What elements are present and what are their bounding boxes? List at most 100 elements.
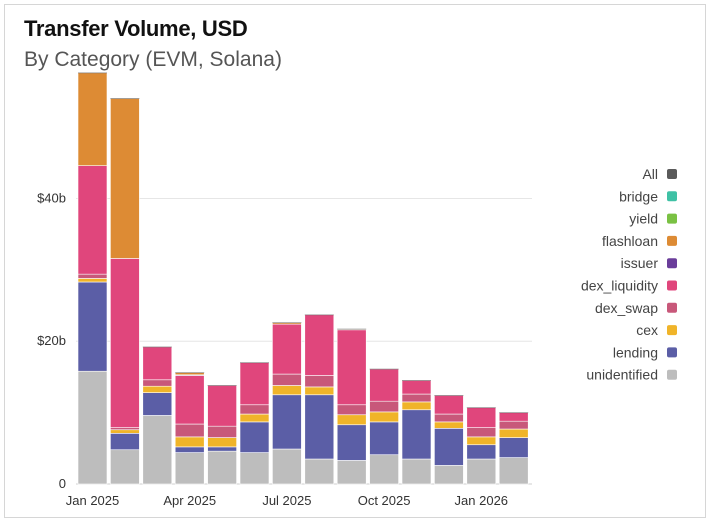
bar-segment-unidentified[interactable] <box>466 458 497 485</box>
bar-segment-dex-swap[interactable] <box>239 404 270 415</box>
legend-label: dex_liquidity <box>581 278 658 294</box>
bar-segment-lending[interactable] <box>434 428 464 466</box>
bar-segment-cex[interactable] <box>434 421 464 429</box>
bar-segment-cex[interactable] <box>272 385 302 396</box>
legend-label: flashloan <box>602 233 658 249</box>
legend-label: yield <box>629 211 658 227</box>
legend-item-All[interactable]: All <box>642 166 677 182</box>
bar-segment-dex-swap[interactable] <box>110 427 140 431</box>
bar-segment-dex-swap[interactable] <box>401 393 432 403</box>
bar-segment-dex-liquidity[interactable] <box>498 412 529 422</box>
bar-segment-dex-liquidity[interactable] <box>239 362 270 406</box>
bar-segment-unidentified[interactable] <box>401 458 432 485</box>
bar-segment-dex-liquidity[interactable] <box>466 407 497 428</box>
bar-segment-dex-liquidity[interactable] <box>401 380 432 395</box>
bar-segment-unidentified[interactable] <box>369 454 399 485</box>
legend-swatch <box>667 213 677 224</box>
bar-segment-dex-liquidity[interactable] <box>207 385 237 427</box>
bar-segment-lending[interactable] <box>77 281 108 372</box>
bar-segment-cex[interactable] <box>401 401 432 411</box>
bar-segment-unidentified[interactable] <box>498 457 529 485</box>
bar-segment-dex-swap[interactable] <box>142 379 173 387</box>
legend-swatch <box>667 325 677 336</box>
bar-segment-unidentified[interactable] <box>207 450 237 485</box>
bar-segment-lending[interactable] <box>142 392 173 416</box>
bar-segment-lending[interactable] <box>110 433 140 451</box>
bar-segment-unidentified[interactable] <box>336 460 367 485</box>
bar-segment-dex-swap[interactable] <box>434 413 464 423</box>
bar-segment-cex[interactable] <box>174 436 205 448</box>
bar-segment-dex-swap[interactable] <box>304 375 335 388</box>
x-tick-label: Jan 2026 <box>455 493 509 508</box>
bar-segment-unidentified[interactable] <box>174 452 205 485</box>
bar-segment-dex-liquidity[interactable] <box>77 165 108 275</box>
legend-swatch <box>667 302 677 313</box>
bar-segment-dex-swap[interactable] <box>207 425 237 438</box>
bar-segment-dex-liquidity[interactable] <box>272 323 302 375</box>
bar-segment-dex-liquidity[interactable] <box>304 314 335 376</box>
legend-item-flashloan[interactable]: flashloan <box>602 233 677 249</box>
bar-segment-cex[interactable] <box>336 414 367 426</box>
bar-segment-dex-swap[interactable] <box>466 427 497 438</box>
legend-label: bridge <box>619 188 658 204</box>
bar-segment-dex-liquidity[interactable] <box>142 346 173 381</box>
bar-segment-dex-swap[interactable] <box>272 373 302 386</box>
bar-segment-flashloan[interactable] <box>174 372 205 376</box>
bar-segment-cex[interactable] <box>239 413 270 423</box>
bar-segment-lending[interactable] <box>369 421 399 456</box>
bar-segment-dex-swap[interactable] <box>336 404 367 416</box>
bar-segment-flashloan[interactable] <box>272 322 302 325</box>
bar-segment-unidentified[interactable] <box>304 458 335 485</box>
bar-segment-unidentified[interactable] <box>239 452 270 485</box>
bar-segment-lending[interactable] <box>272 394 302 450</box>
legend-item-dex-swap[interactable]: dex_swap <box>595 300 677 316</box>
bar-segment-lending[interactable] <box>207 446 237 452</box>
bar-segment-lending[interactable] <box>498 437 529 458</box>
bar-segment-dex-liquidity[interactable] <box>336 329 367 406</box>
bar-segment-cex[interactable] <box>498 428 529 438</box>
chart-title: Transfer Volume, USD <box>24 16 248 41</box>
bar-segment-dex-swap[interactable] <box>369 400 399 413</box>
bar-segment-lending[interactable] <box>466 444 497 460</box>
legend-item-bridge[interactable]: bridge <box>619 188 677 204</box>
y-tick-label: $20b <box>37 333 66 348</box>
bar-segment-dex-liquidity[interactable] <box>174 375 205 425</box>
legend-item-unidentified[interactable]: unidentified <box>586 367 677 383</box>
bar-segment-dex-swap[interactable] <box>498 420 529 430</box>
bar-segment-cex[interactable] <box>466 436 497 446</box>
legend-label: cex <box>636 322 658 338</box>
bar-segment-cex[interactable] <box>207 437 237 448</box>
bar-segment-unidentified[interactable] <box>272 448 302 485</box>
bar-segment-cex[interactable] <box>77 278 108 283</box>
bar-segment-unidentified[interactable] <box>142 415 173 485</box>
bar-segment-lending[interactable] <box>401 409 432 460</box>
bar-segment-flashloan[interactable] <box>110 98 140 259</box>
legend-item-dex-liquidity[interactable]: dex_liquidity <box>581 278 677 294</box>
bar-segment-dex-liquidity[interactable] <box>110 258 140 428</box>
bar-segment-unidentified[interactable] <box>110 449 140 485</box>
bar-segment-flashloan[interactable] <box>77 72 108 166</box>
bar-segment-cex[interactable] <box>142 385 173 393</box>
legend-item-cex[interactable]: cex <box>636 322 677 338</box>
y-tick-label: 0 <box>59 476 66 491</box>
legend-item-yield[interactable]: yield <box>629 211 677 227</box>
bar-segment-unidentified[interactable] <box>77 370 108 485</box>
bar-segment-dex-swap[interactable] <box>174 423 205 438</box>
legend-item-issuer[interactable]: issuer <box>621 255 677 271</box>
bar-segment-flashloan[interactable] <box>336 328 367 331</box>
bar-segment-lending[interactable] <box>336 424 367 461</box>
bar-segment-dex-liquidity[interactable] <box>369 368 399 402</box>
bar-segment-dex-swap[interactable] <box>77 273 108 279</box>
bar-segment-lending[interactable] <box>239 421 270 453</box>
legend-swatch <box>667 191 677 202</box>
legend-label: All <box>642 166 658 182</box>
bar-segment-cex[interactable] <box>369 411 399 423</box>
bar-segment-unidentified[interactable] <box>434 465 464 485</box>
legend-item-lending[interactable]: lending <box>613 344 677 360</box>
bar-segment-dex-liquidity[interactable] <box>434 395 464 415</box>
bar-segment-lending[interactable] <box>174 446 205 453</box>
bar-segment-cex[interactable] <box>110 429 140 434</box>
bar-segment-cex[interactable] <box>304 386 335 396</box>
bar-segment-lending[interactable] <box>304 394 335 460</box>
